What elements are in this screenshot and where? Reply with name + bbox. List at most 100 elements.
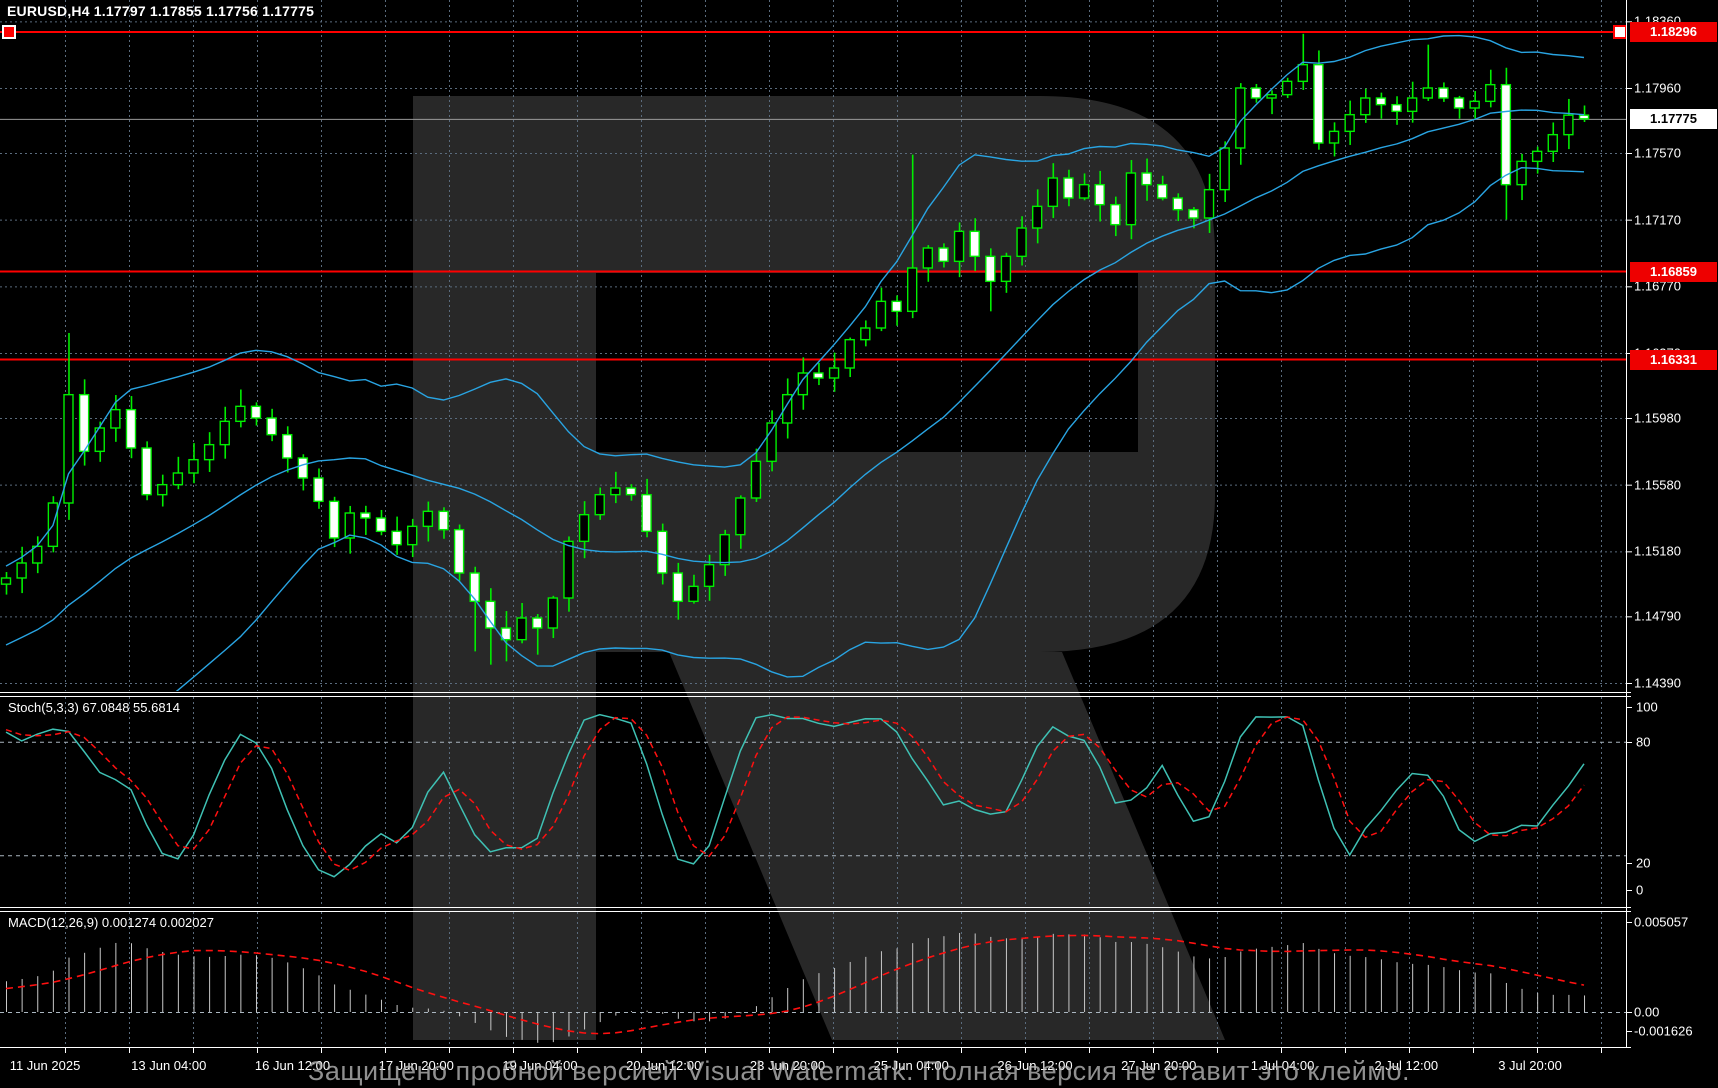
macd-signal-line (5, 934, 1585, 1035)
candle-body (1031, 205, 1043, 229)
price-axis-label: 1.14390 (1634, 675, 1681, 691)
candle-body (500, 627, 512, 641)
candle-body (1047, 177, 1059, 208)
badge-resistance: 1.18296 (1630, 21, 1717, 42)
time-axis-label: 19 Jun 04:00 (502, 1058, 578, 1073)
candle-body (563, 540, 574, 599)
candle-body (516, 617, 527, 641)
candle-body (578, 513, 590, 543)
price-axis-label: 1.16770 (1634, 278, 1681, 294)
candle-body (547, 597, 559, 629)
time-axis-label: 26 Jun 12:00 (997, 1058, 1073, 1073)
candle-body (1156, 183, 1168, 199)
candle-body (860, 327, 871, 341)
candle-body (485, 600, 496, 629)
candle-body (906, 267, 918, 313)
candle-body (453, 528, 465, 574)
candle-body (688, 585, 699, 603)
price-axis-label: 1.17170 (1634, 212, 1681, 228)
candle-body (1360, 97, 1371, 116)
candle-body (16, 562, 27, 579)
h-line-marker-right[interactable] (1613, 24, 1627, 39)
candle-body (1422, 87, 1433, 99)
candle-body (1078, 183, 1090, 199)
candle-body (78, 393, 90, 453)
candle-body (375, 517, 387, 533)
macd-scale-label: 0.005057 (1634, 914, 1689, 930)
time-axis-label: 20 Jun 12:00 (626, 1058, 702, 1073)
time-axis-label: 2 Jul 12:00 (1374, 1058, 1439, 1073)
candle-body (953, 230, 965, 263)
candle-body (610, 487, 621, 496)
candle-body (797, 372, 809, 396)
badge-current-price: 1.17775 (1630, 108, 1717, 129)
candle-body (141, 447, 152, 496)
price-axis-label: 1.15980 (1634, 410, 1681, 426)
candle-body (172, 472, 184, 486)
h-line-marker-left[interactable] (2, 24, 16, 39)
bollinger-upper (5, 34, 1585, 567)
candle-body (1578, 114, 1590, 120)
candle-body (1219, 147, 1230, 191)
candle-body (735, 497, 746, 536)
candle-body (532, 617, 543, 629)
candle-body (1297, 63, 1308, 83)
candle-body (266, 417, 277, 436)
candle-body (1063, 177, 1074, 199)
price-axis-label: 1.15580 (1634, 477, 1681, 493)
stoch-scale-label: 0 (1636, 882, 1644, 898)
candle-body (407, 525, 418, 546)
candle-body (1453, 97, 1465, 109)
candle-body (813, 372, 824, 379)
watermark-text: Защищено пробной версией Visual Watermar… (308, 1056, 1410, 1086)
bollinger-middle (5, 109, 1585, 646)
candle-body (1547, 133, 1558, 153)
candle-body (594, 493, 605, 516)
candle-body (719, 533, 730, 566)
candle-body (985, 255, 996, 283)
candle-body (766, 422, 777, 463)
stoch-scale-label: 80 (1636, 734, 1651, 750)
badge-support-2: 1.16331 (1630, 349, 1717, 370)
candle-body (1469, 100, 1480, 109)
price-axis-label: 1.17570 (1634, 145, 1681, 161)
candle-body (969, 230, 980, 258)
candle-body (641, 493, 652, 533)
candle-body (1250, 87, 1262, 99)
candle-body (469, 572, 480, 603)
candle-body (297, 457, 309, 479)
stoch-signal-line (5, 716, 1585, 872)
candle-body (328, 500, 340, 539)
candle-body (1125, 172, 1137, 226)
candle-body (0, 577, 12, 585)
candle-body (438, 510, 449, 531)
price-axis-label: 1.14790 (1634, 608, 1681, 624)
candle-body (1563, 114, 1574, 136)
candle-body (1235, 87, 1246, 149)
candle-body (625, 487, 637, 496)
candle-body (1406, 97, 1418, 113)
candle-body (1344, 113, 1355, 133)
time-axis-label: 11 Jun 2025 (9, 1058, 81, 1073)
watermark-letter (413, 96, 1225, 1040)
candle-body (1141, 172, 1152, 186)
chart-title: EURUSD,H4 1.17797 1.17855 1.17756 1.1777… (7, 3, 315, 19)
candle-body (875, 300, 887, 329)
time-axis-label: 1 Jul 04:00 (1250, 1058, 1315, 1073)
candle-body (1516, 160, 1527, 186)
time-axis-label: 25 Jun 04:00 (873, 1058, 949, 1073)
candle-body (1016, 227, 1027, 258)
macd-label: MACD(12,26,9) 0.001274 0.002027 (8, 915, 214, 930)
candle-body (1485, 83, 1496, 103)
candle-body (219, 420, 230, 446)
candle-body (828, 367, 840, 379)
candle-body (188, 458, 199, 474)
candle-body (672, 572, 684, 603)
candle-body (235, 405, 246, 423)
candle-body (844, 338, 855, 369)
candle-body (1313, 63, 1324, 144)
macd-scale-label: -0.001626 (1634, 1023, 1693, 1039)
stoch-main-line (5, 713, 1585, 878)
